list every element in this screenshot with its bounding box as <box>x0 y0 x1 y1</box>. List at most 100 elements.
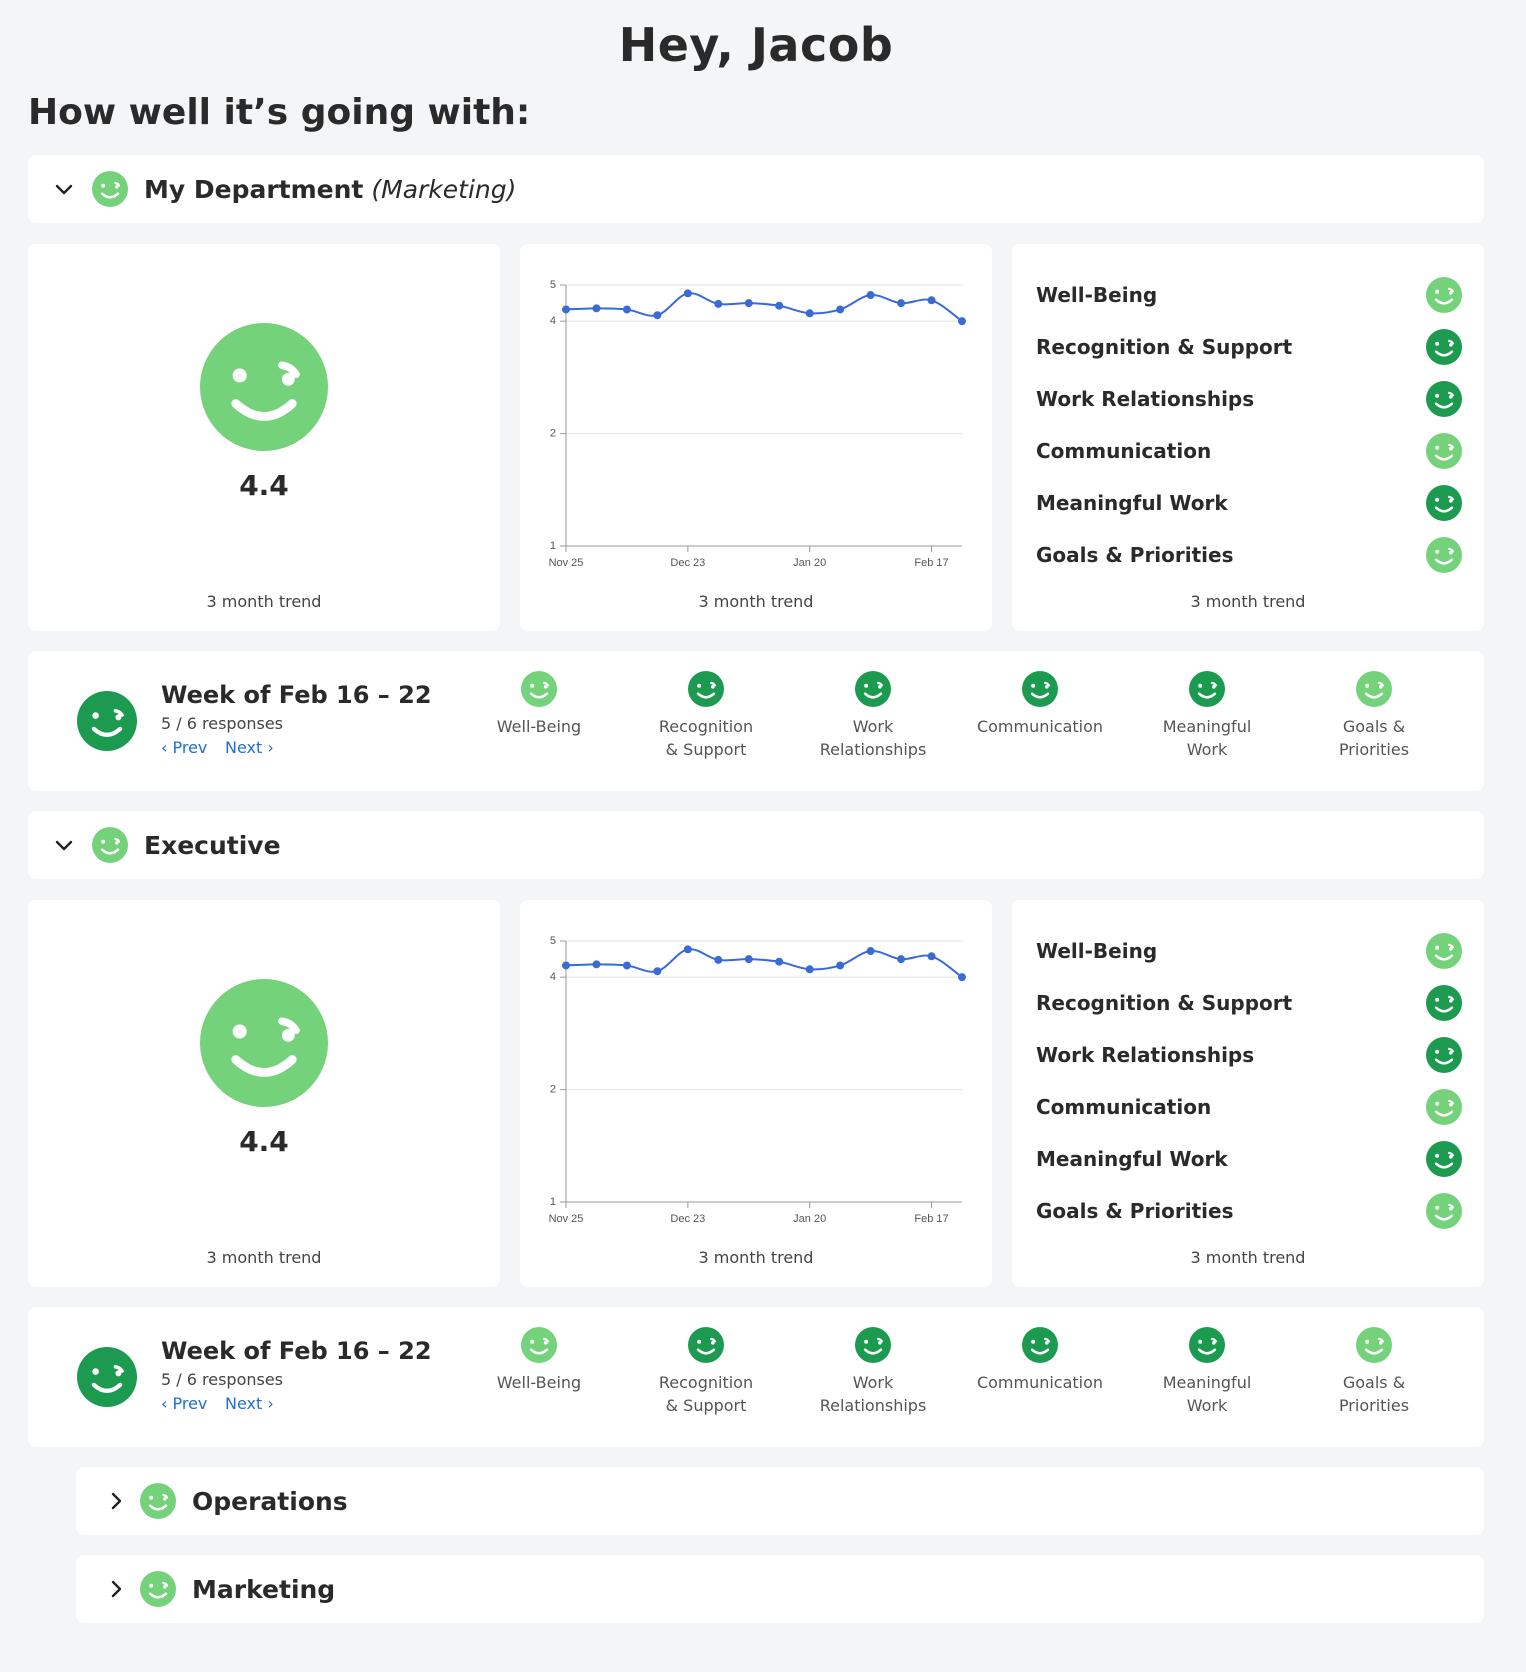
data-point <box>653 311 662 320</box>
label-line: Goals & <box>1342 717 1406 736</box>
category-label: Recognition & Support <box>1036 991 1293 1015</box>
weekly-category-item: Communication <box>955 1327 1125 1394</box>
weekly-category-item: Communication <box>955 671 1125 738</box>
chevron-down-icon[interactable] <box>52 177 76 201</box>
y-tick-label: 1 <box>550 1196 556 1208</box>
label-line: Goals & <box>1342 1373 1406 1392</box>
overall-score: 4.4 <box>239 1125 289 1158</box>
data-point <box>927 296 936 305</box>
smiley-icon <box>77 691 137 751</box>
smiley-icon <box>92 171 128 207</box>
weekly-category-item: Well-Being <box>454 671 624 738</box>
categories-card: Well-Being Recognition & Support Work Rela… <box>1012 900 1484 1287</box>
weekly-category-label: Communication <box>955 1371 1125 1394</box>
category-label: Goals & Priorities <box>1036 1199 1234 1223</box>
label-line: Priorities <box>1338 740 1410 759</box>
category-label: Meaningful Work <box>1036 1147 1228 1171</box>
x-tick-label: Nov 25 <box>549 1213 584 1225</box>
data-point <box>866 291 875 300</box>
x-tick-label: Jan 20 <box>793 557 826 569</box>
smiley-icon <box>140 1483 176 1519</box>
section-header-executive[interactable]: Executive <box>28 811 1484 879</box>
weekly-category-item: Well-Being <box>454 1327 624 1394</box>
data-point <box>744 299 753 308</box>
weekly-category-label: Work Relationships <box>788 715 958 761</box>
weekly-category-item: Goals & Priorities <box>1289 671 1459 761</box>
data-point <box>958 973 966 982</box>
smiley-icon <box>1426 277 1462 313</box>
category-label: Communication <box>1036 439 1212 463</box>
data-point <box>683 945 692 954</box>
data-point <box>866 947 875 956</box>
data-point <box>805 965 814 974</box>
data-point <box>927 952 936 961</box>
smiley-icon <box>140 1571 176 1607</box>
smiley-icon <box>1426 1089 1462 1125</box>
smiley-icon <box>1189 671 1225 707</box>
smiley-icon <box>1022 1327 1058 1363</box>
section-header-operations[interactable]: Operations <box>76 1467 1484 1535</box>
smiley-icon <box>1189 1327 1225 1363</box>
data-point <box>562 961 570 970</box>
section-header-marketing[interactable]: Marketing <box>76 1555 1484 1623</box>
data-point <box>592 960 601 969</box>
trend-label: 3 month trend <box>206 592 322 611</box>
overall-score-card: 4.4 3 month trend <box>28 244 500 631</box>
overall-score-card: 4.4 3 month trend <box>28 900 500 1287</box>
trend-label: 3 month trend <box>206 1248 322 1267</box>
y-tick-label: 5 <box>550 279 556 291</box>
section-title: Executive <box>144 830 281 860</box>
category-label: Well-Being <box>1036 283 1158 307</box>
data-point <box>622 305 631 314</box>
label-line: Work <box>852 1373 894 1392</box>
trend-line-chart: 1 2 4 5 Nov 25 Dec 23 Jan 20 Feb 17 <box>549 279 966 569</box>
category-label: Work Relationships <box>1036 1043 1255 1067</box>
smiley-icon <box>521 671 557 707</box>
smiley-icon <box>77 1347 137 1407</box>
chevron-right-icon[interactable] <box>104 1489 128 1513</box>
next-week-link[interactable]: Next › <box>225 1394 274 1413</box>
category-row: Meaningful Work <box>1036 1141 1462 1177</box>
weekly-category-item: Meaningful Work <box>1122 1327 1292 1417</box>
trend-label: 3 month trend <box>698 1248 814 1267</box>
label-line: Communication <box>976 1373 1104 1392</box>
section-header-my-department[interactable]: My Department (Marketing) <box>28 155 1484 223</box>
next-week-link[interactable]: Next › <box>225 738 274 757</box>
label-line: Relationships <box>819 1396 927 1415</box>
weekly-category-item: Meaningful Work <box>1122 671 1292 761</box>
category-row: Recognition & Support <box>1036 985 1462 1021</box>
prev-week-link[interactable]: ‹ Prev <box>161 1394 208 1413</box>
weekly-category-label: Goals & Priorities <box>1289 715 1459 761</box>
y-tick-label: 2 <box>550 1084 556 1096</box>
category-row: Communication <box>1036 1089 1462 1125</box>
weekly-category-item: Recognition & Support <box>621 1327 791 1417</box>
data-point <box>562 305 570 314</box>
label-line: Priorities <box>1338 1396 1410 1415</box>
x-tick-label: Jan 20 <box>793 1213 826 1225</box>
trend-line-chart: 1 2 4 5 Nov 25 Dec 23 Jan 20 Feb 17 <box>549 935 966 1225</box>
smiley-icon <box>1426 537 1462 573</box>
chevron-right-icon[interactable] <box>104 1577 128 1601</box>
categories-card: Well-Being Recognition & Support Work Rela… <box>1012 244 1484 631</box>
smiley-icon <box>688 1327 724 1363</box>
response-count: 5 / 6 responses <box>161 1370 284 1389</box>
y-tick-label: 5 <box>550 935 556 947</box>
smiley-icon <box>1426 485 1462 521</box>
response-count: 5 / 6 responses <box>161 714 284 733</box>
smiley-icon <box>1356 671 1392 707</box>
data-point <box>622 961 631 970</box>
smiley-icon <box>1426 985 1462 1021</box>
category-row: Communication <box>1036 433 1462 469</box>
smiley-icon <box>855 1327 891 1363</box>
data-point <box>836 305 845 314</box>
x-tick-label: Dec 23 <box>670 1213 705 1225</box>
chevron-down-icon[interactable] <box>52 833 76 857</box>
data-point <box>714 955 723 964</box>
weekly-category-label: Communication <box>955 715 1125 738</box>
prev-week-link[interactable]: ‹ Prev <box>161 738 208 757</box>
section-title: My Department <box>144 174 364 204</box>
label-line: Work <box>852 717 894 736</box>
data-point <box>775 301 784 310</box>
greeting-title: Hey, Jacob <box>618 18 894 72</box>
